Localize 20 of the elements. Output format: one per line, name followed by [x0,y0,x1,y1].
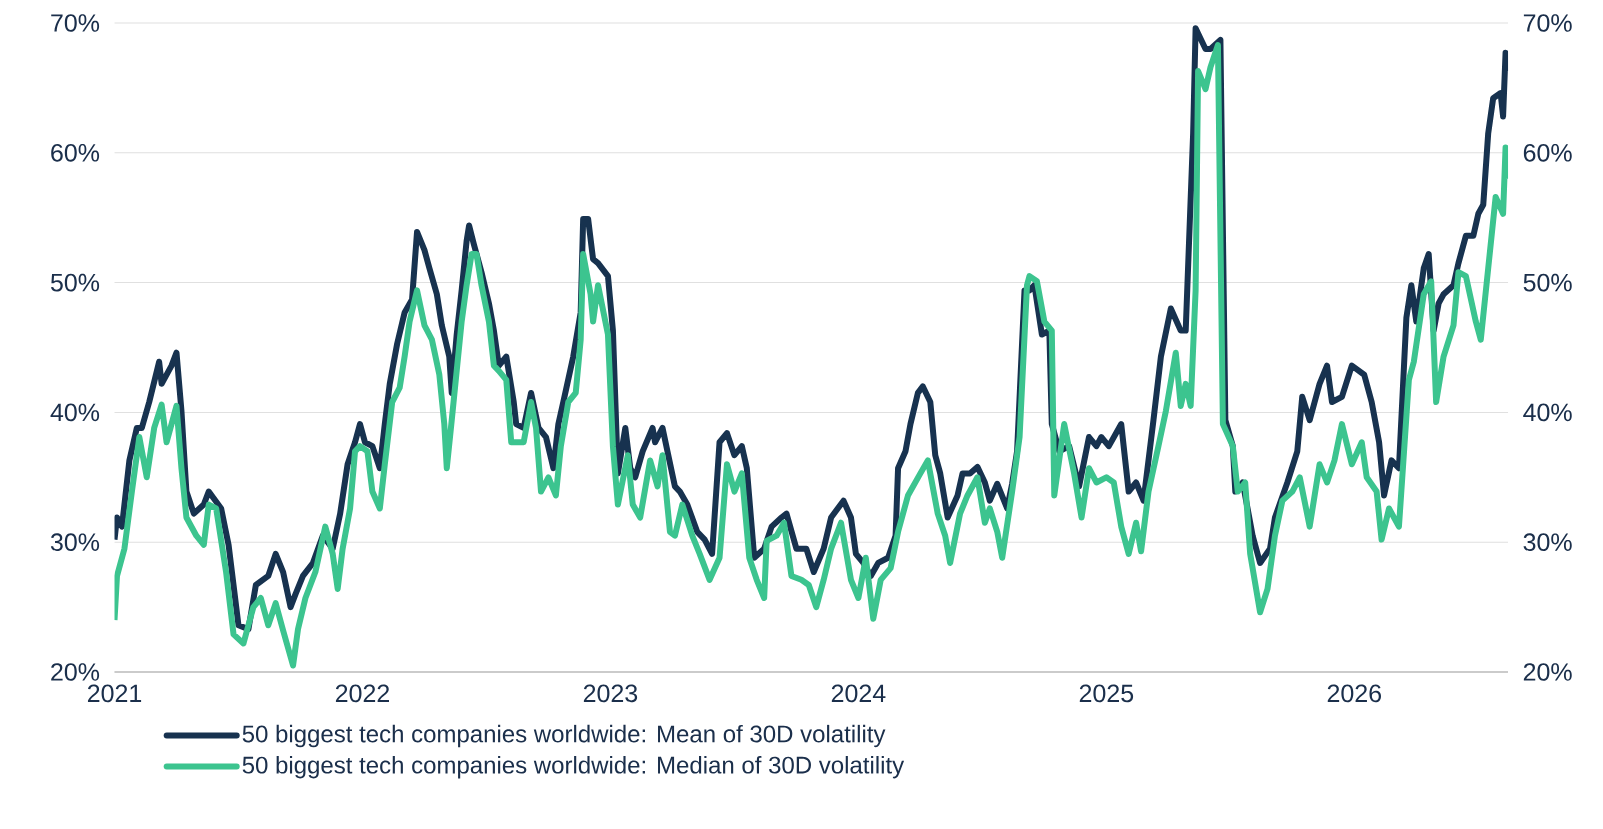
x-tick-label: 2021 [87,684,142,703]
x-tick-label: 2023 [583,684,638,703]
y-tick-label: 60% [51,143,100,162]
x-tick-label: 2025 [1079,684,1134,703]
y2-tick-label: 30% [1523,533,1572,552]
y-tick-label: 50% [50,273,100,292]
y-tick-label: 30% [50,533,100,552]
y2-tick-label: 20% [1523,663,1572,681]
y-tick-label: 40% [50,403,100,422]
y2-tick-label: 50% [1523,273,1572,292]
y-tick-label: 70% [51,14,100,32]
legend-label: 50 biggest tech companies worldwide: Median of 30D volatility [242,756,905,779]
y2-tick-label: 70% [1523,14,1572,32]
y2-tick-label: 40% [1523,403,1572,422]
y2-tick-label: 60% [1523,143,1572,162]
y-tick-label: 20% [51,663,100,681]
x-tick-label: 2024 [831,684,886,703]
legend-label: 50 biggest tech companies worldwide: Mean of 30D volatility [242,724,886,748]
x-tick-label: 2022 [335,684,389,703]
x-tick-label: 2026 [1327,684,1381,703]
